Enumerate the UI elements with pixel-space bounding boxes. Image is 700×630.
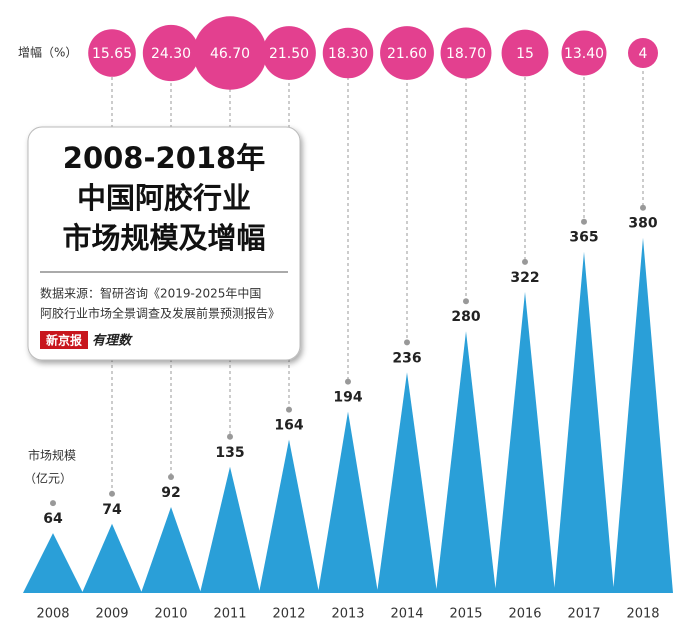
value-label: 194 [333,390,362,406]
bubble-label: 46.70 [210,46,250,62]
triangle [23,533,83,593]
x-tick-label: 2011 [213,607,246,622]
triangle [436,331,496,593]
x-tick-label: 2017 [567,607,600,622]
bubble-label: 24.30 [151,46,191,62]
triangle [495,291,555,593]
dot [345,378,351,385]
value-label: 64 [43,511,63,527]
bubble [88,29,136,77]
x-tick-label: 2018 [626,607,659,622]
bubble [440,27,492,79]
dot [50,500,56,507]
triangle [259,439,319,593]
x-tick-label: 2014 [390,607,423,622]
value-label: 135 [215,445,244,461]
dot [581,218,587,225]
bubble [561,30,607,76]
triangle [554,251,614,593]
title-line: 市场规模及增幅 [62,221,265,255]
x-tick-label: 2012 [272,607,305,622]
bubble [628,38,658,68]
dot [227,433,233,440]
dot [463,298,469,305]
bubble [193,16,267,90]
triangle [82,523,142,593]
triangle [141,506,201,593]
title-box: 2008-2018年 中国阿胶行业 市场规模及增幅 数据来源：智研咨询《2019… [27,126,301,361]
x-tick-label: 2015 [449,607,482,622]
bubble-label: 21.50 [269,46,309,62]
dot [404,339,410,346]
dot [168,473,174,480]
legend-growth: 增幅（%） [18,45,77,60]
x-tick-label: 2009 [95,607,128,622]
title-panel [27,126,301,361]
bubble-label: 15.65 [92,46,132,62]
legend-size-unit: （亿元） [24,471,72,486]
bubble-label: 18.30 [328,46,368,62]
x-tick-label: 2013 [331,607,364,622]
dot [522,258,528,265]
bubble-label: 21.60 [387,46,427,62]
brand: 新京报 [46,333,82,348]
dot [109,490,115,497]
value-label: 164 [274,418,303,434]
bubble-label: 4 [639,46,648,62]
brand-logo [40,331,88,349]
value-label: 322 [510,270,539,286]
dot [286,406,292,413]
title-line: 2008-2018年 [63,141,265,175]
x-tick-label: 2010 [154,607,187,622]
value-label: 74 [102,502,122,518]
x-tick-label: 2008 [36,607,69,622]
value-label: 380 [628,216,657,232]
source-line: 阿胶行业市场全景调查及发展前景预测报告》 [40,306,280,321]
brand-sub: 有理数 [92,333,133,349]
triangle [200,466,260,593]
bubble [322,27,374,79]
bubble [142,24,200,82]
triangle [318,411,378,593]
bubble [262,26,316,80]
value-label: 365 [569,230,598,246]
x-tick-label: 2016 [508,607,541,622]
bubble-label: 13.40 [564,46,604,62]
value-label: 280 [451,309,480,325]
triangle [613,237,673,593]
bubble [501,29,549,77]
bubble-label: 18.70 [446,46,486,62]
source-line: 数据来源：智研咨询《2019-2025年中国 [40,286,261,301]
value-label: 92 [161,485,180,501]
triangle [377,372,437,593]
bubble-label: 15 [516,46,534,62]
value-label: 236 [392,350,421,366]
dot [640,204,646,211]
bubble [380,26,434,80]
title-line: 中国阿胶行业 [77,181,251,215]
legend-size: 市场规模 [28,448,76,463]
